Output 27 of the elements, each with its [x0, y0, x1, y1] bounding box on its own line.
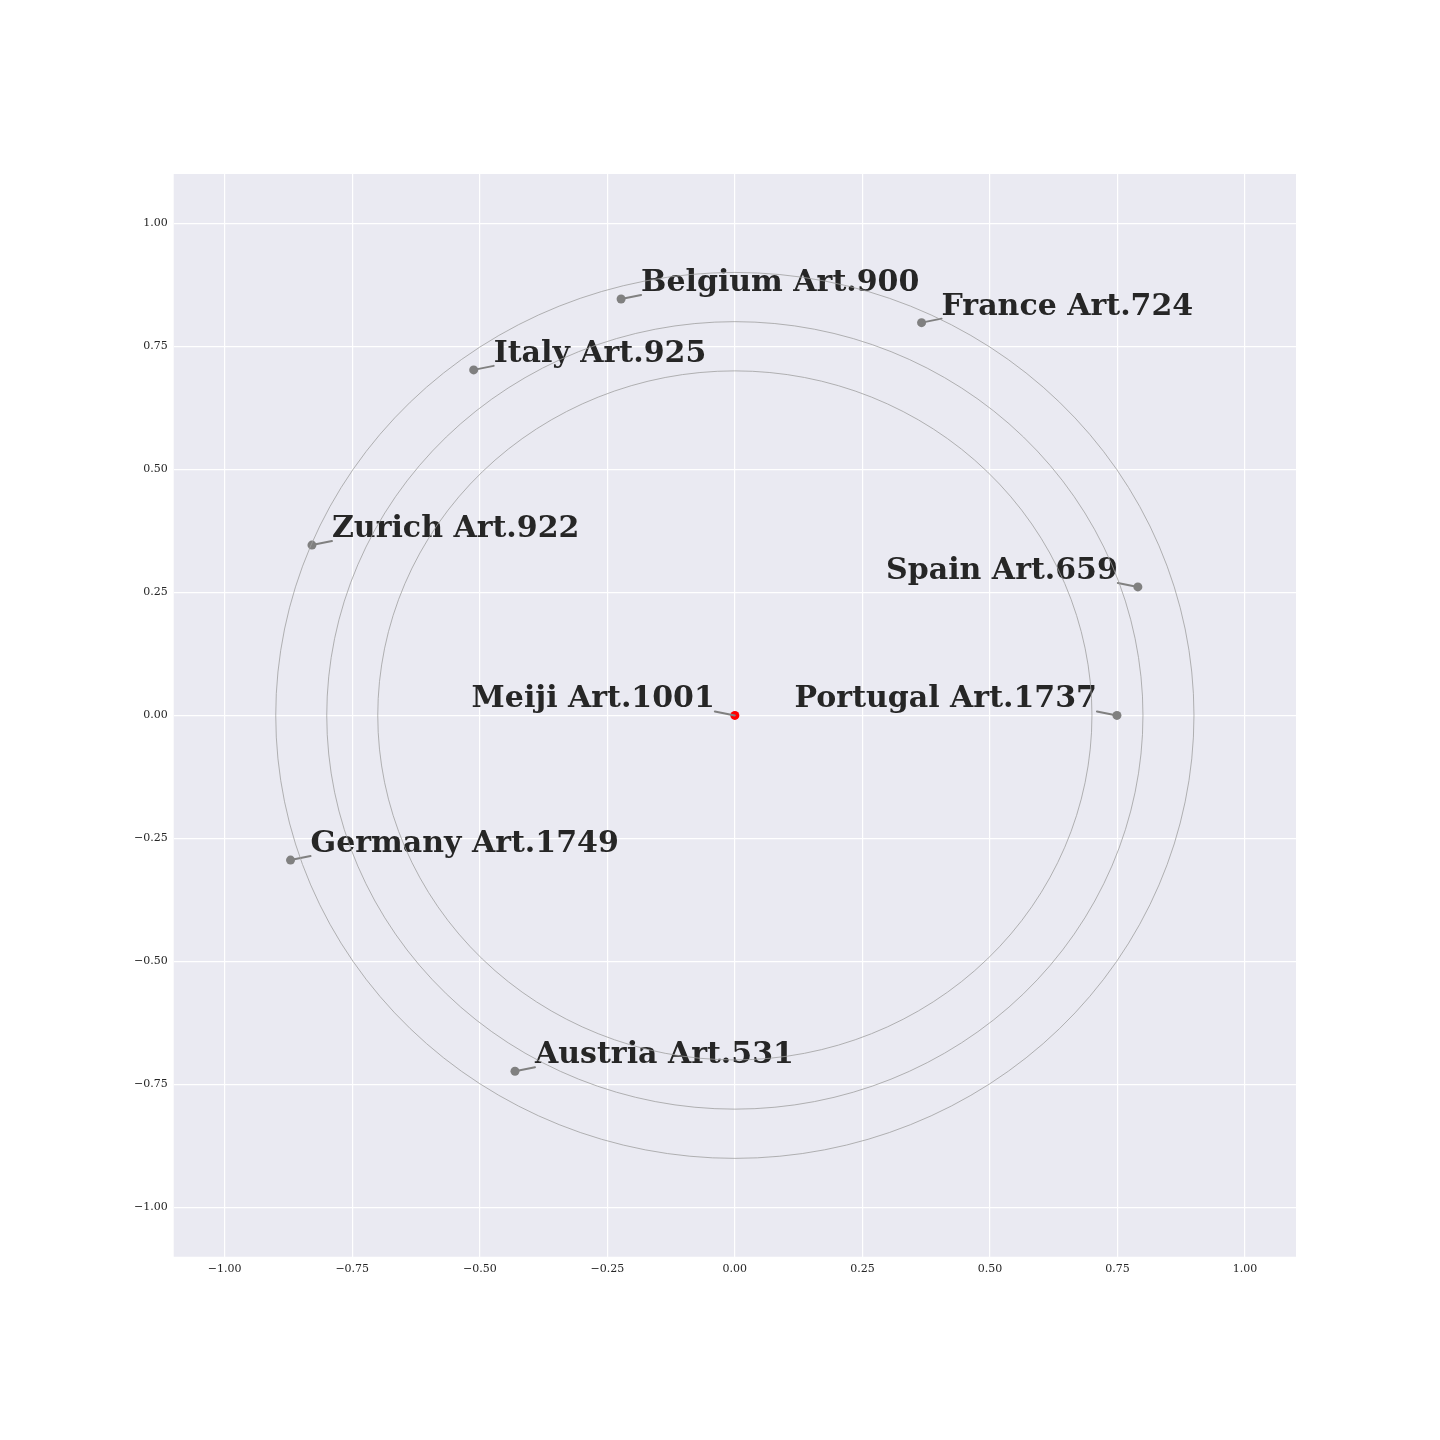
y-tick-label: −0.50	[133, 954, 168, 968]
x-tick-label: −0.75	[335, 1262, 370, 1276]
y-tick-label: 0.75	[143, 339, 168, 353]
y-tick-label: 1.00	[143, 216, 168, 230]
x-tick-label: 0.75	[1105, 1262, 1130, 1276]
x-tick-label: −0.25	[590, 1262, 625, 1276]
annotation: Italy Art.925	[493, 333, 707, 369]
annotation: Spain Art.659	[886, 550, 1118, 586]
y-tick-label: 0.50	[143, 462, 168, 476]
annotation: France Art.724	[941, 286, 1194, 322]
x-tick-label: 0.50	[977, 1262, 1003, 1276]
annotation: Zurich Art.922	[331, 509, 580, 545]
annotation: Portugal Art.1737	[794, 679, 1097, 715]
y-tick-label: −1.00	[133, 1200, 168, 1214]
x-tick-label: −1.00	[207, 1262, 242, 1276]
x-tick-label: 0.25	[850, 1262, 875, 1276]
annotation: Belgium Art.900	[641, 263, 920, 299]
x-tick-label: 1.00	[1232, 1262, 1258, 1276]
annotation: Meiji Art.1001	[471, 679, 715, 715]
y-tick-label: 0.00	[143, 708, 168, 722]
annotation: Austria Art.531	[533, 1035, 794, 1071]
y-tick-label: −0.75	[133, 1077, 168, 1091]
x-tick-label: 0.00	[722, 1262, 748, 1276]
y-tick-label: 0.25	[143, 585, 168, 599]
y-tick-label: −0.25	[133, 831, 168, 845]
x-tick-label: −0.50	[462, 1262, 497, 1276]
annotation: Germany Art.1749	[310, 824, 619, 860]
